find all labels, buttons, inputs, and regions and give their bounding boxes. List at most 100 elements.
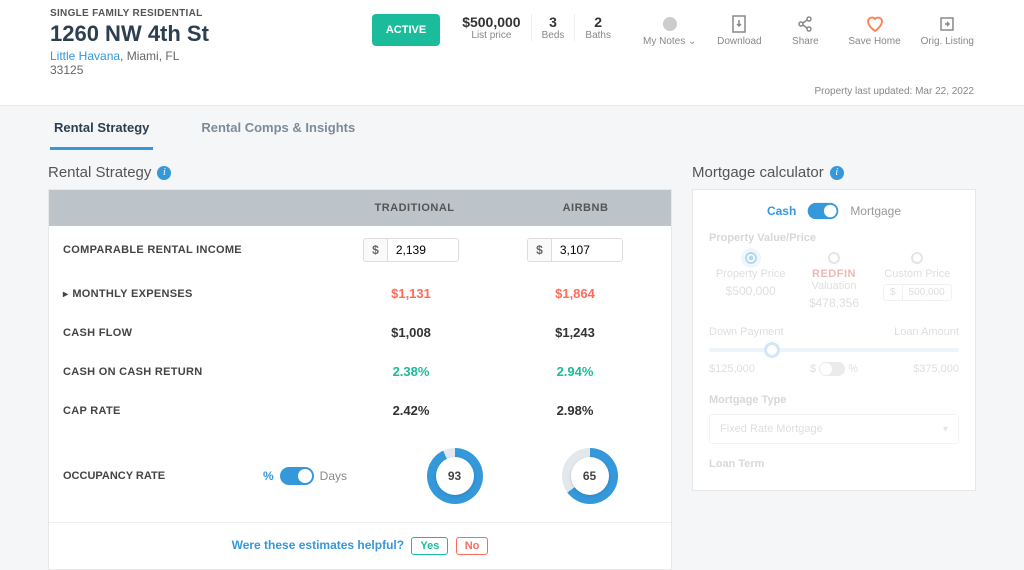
cap-trad: 2.42% bbox=[329, 403, 493, 418]
pv-c3-label: Custom Price bbox=[876, 268, 959, 280]
occ-days-label: Days bbox=[320, 469, 347, 483]
income-label: COMPARABLE RENTAL INCOME bbox=[63, 244, 329, 256]
cap-airbnb: 2.98% bbox=[493, 403, 657, 418]
expenses-airbnb: $1,864 bbox=[493, 286, 657, 301]
neighborhood-link[interactable]: Little Havana bbox=[50, 49, 120, 63]
stat-baths: 2 Baths bbox=[574, 14, 621, 41]
loan-amount-value: $375,000 bbox=[913, 363, 959, 375]
loan-term-label: Loan Term bbox=[709, 458, 959, 470]
pv-custom[interactable]: Custom Price $500,000 bbox=[876, 252, 959, 310]
save-home-button[interactable]: Save Home bbox=[848, 14, 900, 47]
notes-icon bbox=[663, 14, 677, 34]
my-notes-button[interactable]: My Notes ⌄ bbox=[643, 14, 696, 47]
mortgage-panel: Mortgage calculator i Cash Mortgage Prop… bbox=[692, 164, 976, 570]
row-expenses[interactable]: MONTHLY EXPENSES $1,131 $1,864 bbox=[49, 274, 671, 313]
mortgage-type-value: Fixed Rate Mortgage bbox=[720, 423, 823, 435]
my-notes-label: My Notes bbox=[643, 36, 685, 47]
dp-la-values: $125,000 $ % $375,000 bbox=[709, 362, 959, 376]
income-trad-input[interactable]: $ bbox=[363, 238, 459, 262]
radio-icon bbox=[828, 252, 840, 264]
save-home-label: Save Home bbox=[848, 36, 900, 47]
col-traditional: TRADITIONAL bbox=[329, 190, 500, 226]
property-value-options: Property Price $500,000 REDFIN Valuation… bbox=[709, 252, 959, 310]
pv-c3-val: 500,000 bbox=[903, 285, 951, 300]
col-airbnb: AIRBNB bbox=[500, 190, 671, 226]
feedback-no-button[interactable]: No bbox=[456, 537, 489, 555]
pv-c1-val: $500,000 bbox=[709, 284, 792, 298]
down-payment-value: $125,000 bbox=[709, 363, 755, 375]
cash-label: Cash bbox=[767, 204, 796, 218]
orig-listing-button[interactable]: Orig. Listing bbox=[921, 14, 974, 47]
feedback-yes-button[interactable]: Yes bbox=[411, 537, 448, 555]
stats-group: $500,000 List price 3 Beds 2 Baths bbox=[452, 14, 621, 41]
row-cap: CAP RATE 2.42% 2.98% bbox=[49, 391, 671, 430]
beds-label: Beds bbox=[542, 30, 565, 41]
download-label: Download bbox=[717, 36, 761, 47]
dp-unit-toggle[interactable]: $ % bbox=[810, 362, 858, 376]
occupancy-donut-airbnb: 65 bbox=[562, 448, 618, 504]
mortgage-faded-section: Property Value/Price Property Price $500… bbox=[709, 232, 959, 470]
dp-la-labels: Down Payment Loan Amount bbox=[709, 326, 959, 338]
mortgage-title-text: Mortgage calculator bbox=[692, 164, 824, 181]
occ-trad-value: 93 bbox=[436, 457, 474, 495]
external-link-icon bbox=[939, 14, 955, 34]
baths-label: Baths bbox=[585, 30, 611, 41]
tabs-bar: Rental Strategy Rental Comps & Insights bbox=[0, 105, 1024, 150]
stat-beds: 3 Beds bbox=[531, 14, 575, 41]
rental-strategy-title-text: Rental Strategy bbox=[48, 164, 151, 181]
download-button[interactable]: Download bbox=[716, 14, 762, 47]
row-income: COMPARABLE RENTAL INCOME $ $ bbox=[49, 226, 671, 274]
mortgage-card: Cash Mortgage Property Value/Price Prope… bbox=[692, 189, 976, 491]
cash-mortgage-toggle[interactable]: Cash Mortgage bbox=[709, 202, 959, 220]
info-icon[interactable]: i bbox=[157, 166, 171, 180]
chevron-down-icon: ▾ bbox=[943, 424, 948, 435]
mortgage-type-label: Mortgage Type bbox=[709, 394, 959, 406]
occupancy-toggle[interactable]: % Days bbox=[263, 467, 387, 485]
radio-icon bbox=[745, 252, 757, 264]
pv-property-price[interactable]: Property Price $500,000 bbox=[709, 252, 792, 310]
pv-c2-label: Valuation bbox=[792, 280, 875, 292]
income-airbnb-input[interactable]: $ bbox=[527, 238, 623, 262]
toggle-switch[interactable] bbox=[808, 203, 839, 219]
mortgage-title: Mortgage calculator i bbox=[692, 164, 976, 181]
tab-rental-comps[interactable]: Rental Comps & Insights bbox=[197, 106, 359, 150]
status-badge: ACTIVE bbox=[372, 14, 440, 46]
city-state: , Miami, FL bbox=[120, 49, 179, 63]
row-occupancy: OCCUPANCY RATE % Days 93 65 bbox=[49, 430, 671, 522]
tab-rental-strategy[interactable]: Rental Strategy bbox=[50, 106, 153, 150]
share-button[interactable]: Share bbox=[782, 14, 828, 47]
beds-value: 3 bbox=[542, 14, 565, 30]
rental-strategy-card: TRADITIONAL AIRBNB COMPARABLE RENTAL INC… bbox=[48, 189, 672, 570]
info-icon[interactable]: i bbox=[830, 166, 844, 180]
redfin-brand: REDFIN bbox=[792, 268, 875, 280]
rental-strategy-title: Rental Strategy i bbox=[48, 164, 672, 181]
content-area: Rental Strategy i TRADITIONAL AIRBNB COM… bbox=[0, 150, 1024, 570]
rental-strategy-panel: Rental Strategy i TRADITIONAL AIRBNB COM… bbox=[48, 164, 672, 570]
cashflow-trad: $1,008 bbox=[329, 325, 493, 340]
property-zip: 33125 bbox=[50, 63, 209, 77]
pv-redfin[interactable]: REDFIN Valuation $478,356 bbox=[792, 252, 875, 310]
custom-price-input[interactable]: $500,000 bbox=[883, 284, 952, 301]
coc-airbnb: 2.94% bbox=[493, 364, 657, 379]
coc-trad: 2.38% bbox=[329, 364, 493, 379]
orig-listing-label: Orig. Listing bbox=[921, 36, 974, 47]
toggle-switch[interactable] bbox=[280, 467, 314, 485]
property-type: SINGLE FAMILY RESIDENTIAL bbox=[50, 8, 209, 19]
property-summary: SINGLE FAMILY RESIDENTIAL 1260 NW 4th St… bbox=[50, 8, 209, 77]
expenses-trad: $1,131 bbox=[329, 286, 493, 301]
row-cashflow: CASH FLOW $1,008 $1,243 bbox=[49, 313, 671, 352]
row-coc: CASH ON CASH RETURN 2.38% 2.94% bbox=[49, 352, 671, 391]
coc-label: CASH ON CASH RETURN bbox=[63, 366, 329, 378]
mini-toggle[interactable] bbox=[819, 362, 845, 376]
property-address: 1260 NW 4th St bbox=[50, 21, 209, 47]
mortgage-type-select[interactable]: Fixed Rate Mortgage ▾ bbox=[709, 414, 959, 444]
down-payment-slider[interactable] bbox=[709, 348, 959, 352]
header-actions: My Notes ⌄ Download Share Save Home Orig… bbox=[643, 14, 974, 47]
cashflow-label: CASH FLOW bbox=[63, 327, 329, 339]
occupancy-label: OCCUPANCY RATE bbox=[63, 470, 263, 482]
occupancy-donut-trad: 93 bbox=[427, 448, 483, 504]
header-right: ACTIVE $500,000 List price 3 Beds 2 Bath… bbox=[372, 14, 974, 77]
radio-icon bbox=[911, 252, 923, 264]
share-icon bbox=[797, 14, 813, 34]
slider-thumb[interactable] bbox=[764, 342, 780, 358]
